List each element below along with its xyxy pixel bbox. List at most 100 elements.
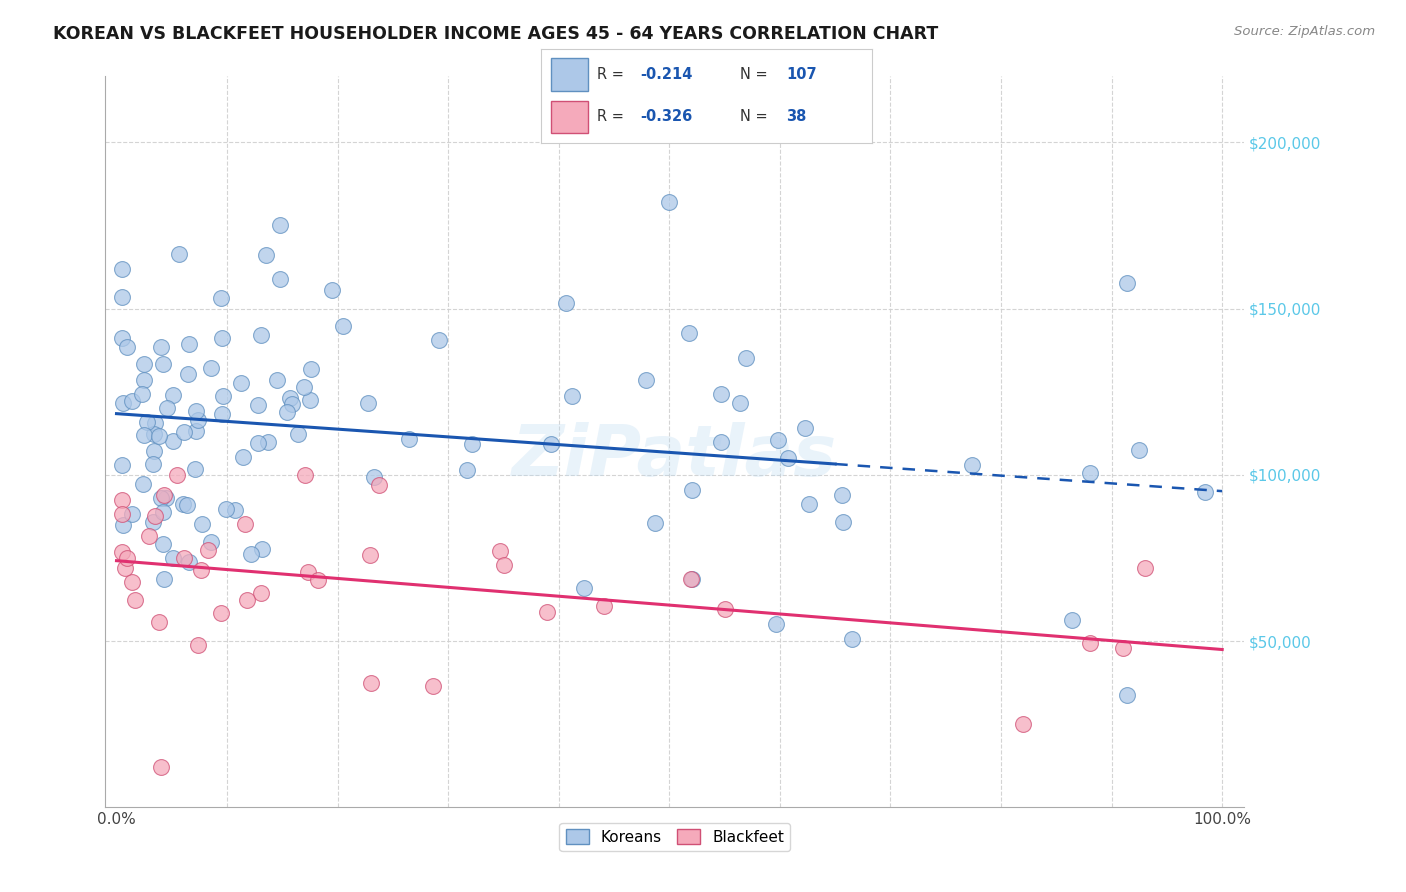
Point: [117, 340, 139, 354]
Point: [200, 534, 222, 549]
Point: [211, 389, 233, 403]
Point: [1115, 688, 1137, 702]
Point: [111, 458, 134, 472]
Point: [112, 396, 135, 410]
Point: [422, 679, 444, 693]
Point: [269, 218, 291, 232]
Point: [114, 561, 136, 575]
Point: [276, 405, 298, 419]
Point: [678, 326, 700, 341]
Point: [1133, 561, 1156, 575]
Point: [121, 575, 143, 590]
Text: N =: N =: [740, 67, 772, 82]
Point: [593, 599, 616, 614]
Point: [111, 544, 134, 558]
Point: [173, 551, 195, 566]
Point: [169, 247, 191, 261]
Point: [152, 536, 174, 550]
Text: -0.326: -0.326: [641, 109, 693, 124]
Point: [177, 368, 200, 382]
Point: [187, 413, 209, 427]
Point: [494, 558, 516, 573]
Point: [832, 516, 855, 530]
Text: N =: N =: [740, 109, 772, 124]
Point: [162, 388, 184, 402]
Point: [142, 443, 165, 458]
Point: [1062, 613, 1084, 627]
Point: [184, 425, 207, 439]
Text: KOREAN VS BLACKFEET HOUSEHOLDER INCOME AGES 45 - 64 YEARS CORRELATION CHART: KOREAN VS BLACKFEET HOUSEHOLDER INCOME A…: [53, 25, 939, 43]
Text: R =: R =: [598, 109, 628, 124]
Point: [768, 434, 790, 448]
Point: [214, 502, 236, 516]
Point: [299, 362, 322, 376]
Point: [321, 283, 343, 297]
Point: [143, 416, 166, 430]
Point: [269, 272, 291, 286]
Point: [250, 586, 273, 600]
Point: [246, 398, 269, 412]
Point: [1115, 277, 1137, 291]
Point: [360, 675, 382, 690]
Point: [149, 760, 172, 774]
Point: [148, 615, 170, 629]
Point: [132, 373, 155, 387]
Point: [280, 392, 302, 406]
Point: [357, 395, 380, 409]
Point: [149, 340, 172, 354]
Point: [765, 617, 787, 632]
Point: [294, 467, 316, 482]
Point: [298, 392, 321, 407]
FancyBboxPatch shape: [551, 59, 588, 91]
Point: [211, 331, 233, 345]
Point: [173, 425, 195, 440]
Point: [292, 380, 315, 394]
Point: [111, 261, 134, 276]
Point: [1194, 484, 1216, 499]
Point: [240, 547, 263, 561]
Point: [287, 427, 309, 442]
Point: [536, 605, 558, 619]
Point: [152, 488, 174, 502]
Text: ZiPatlas: ZiPatlas: [512, 422, 838, 491]
Legend: Koreans, Blackfeet: Koreans, Blackfeet: [560, 822, 790, 851]
Point: [681, 483, 703, 497]
Point: [793, 421, 815, 435]
Point: [142, 457, 165, 471]
Text: -0.214: -0.214: [641, 67, 693, 82]
Point: [184, 404, 207, 418]
Point: [367, 478, 389, 492]
Point: [1078, 636, 1101, 650]
Point: [156, 401, 179, 416]
Point: [841, 632, 863, 647]
Point: [332, 318, 354, 333]
Point: [131, 387, 153, 401]
Point: [710, 387, 733, 401]
Point: [266, 373, 288, 387]
Text: Source: ZipAtlas.com: Source: ZipAtlas.com: [1234, 25, 1375, 38]
Point: [162, 434, 184, 449]
Point: [224, 503, 246, 517]
FancyBboxPatch shape: [551, 101, 588, 134]
Point: [172, 497, 194, 511]
Point: [142, 515, 165, 529]
Point: [209, 607, 232, 621]
Point: [359, 548, 381, 562]
Point: [187, 638, 209, 652]
Text: R =: R =: [598, 67, 628, 82]
Point: [200, 360, 222, 375]
Point: [681, 572, 703, 586]
Text: 38: 38: [786, 109, 806, 124]
Point: [960, 458, 983, 473]
Point: [1012, 716, 1035, 731]
Point: [797, 497, 820, 511]
Point: [644, 516, 666, 530]
Point: [155, 491, 177, 505]
Point: [776, 450, 799, 465]
Point: [710, 435, 733, 450]
Point: [257, 435, 280, 450]
Point: [152, 572, 174, 586]
Point: [658, 195, 681, 210]
Point: [209, 291, 232, 305]
Point: [681, 572, 703, 586]
